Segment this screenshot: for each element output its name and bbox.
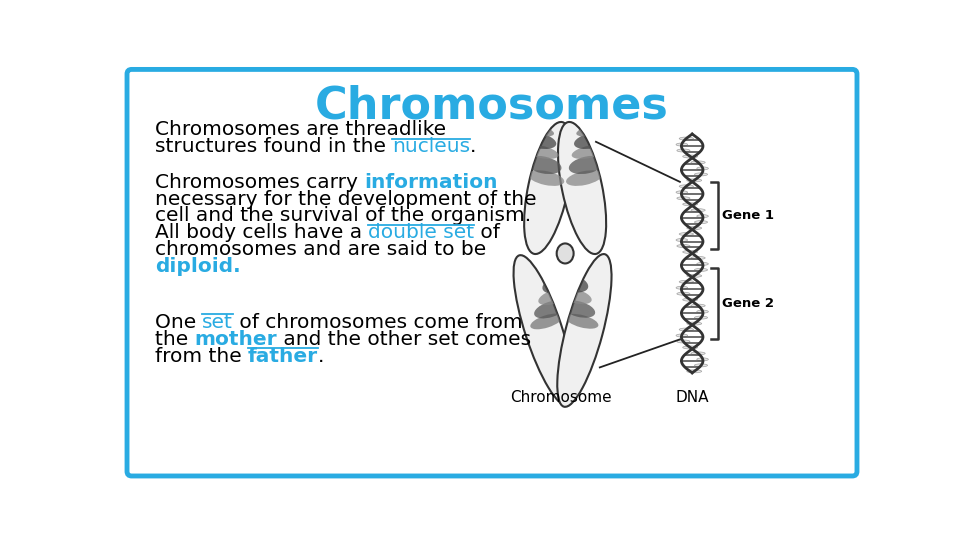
Ellipse shape (686, 179, 702, 182)
Ellipse shape (517, 124, 554, 137)
Ellipse shape (686, 322, 702, 325)
Text: Gene 1: Gene 1 (722, 209, 774, 222)
Ellipse shape (546, 264, 579, 280)
Ellipse shape (559, 288, 591, 304)
FancyBboxPatch shape (127, 70, 857, 476)
Ellipse shape (694, 173, 708, 176)
Text: Chromosomes: Chromosomes (315, 84, 669, 127)
Ellipse shape (552, 264, 585, 279)
Ellipse shape (514, 255, 574, 406)
Ellipse shape (683, 155, 698, 158)
Text: All body cells have a: All body cells have a (155, 224, 369, 242)
Ellipse shape (677, 197, 690, 200)
Text: DNA: DNA (676, 390, 708, 405)
Text: .: . (470, 137, 476, 156)
Text: structures found in the: structures found in the (155, 137, 392, 156)
Ellipse shape (550, 254, 582, 268)
Text: and the other set comes: and the other set comes (277, 330, 531, 349)
Ellipse shape (676, 143, 687, 146)
Text: the: the (155, 330, 194, 349)
Text: from the: from the (155, 347, 248, 366)
Text: One: One (155, 313, 203, 332)
Ellipse shape (574, 132, 611, 149)
Ellipse shape (571, 145, 608, 159)
Ellipse shape (691, 352, 706, 355)
Text: cell and the survival of the organism.: cell and the survival of the organism. (155, 206, 531, 226)
Ellipse shape (528, 170, 564, 186)
Ellipse shape (691, 161, 706, 164)
Ellipse shape (520, 132, 556, 149)
Ellipse shape (566, 170, 602, 186)
Ellipse shape (676, 334, 687, 337)
Ellipse shape (694, 316, 708, 319)
Text: mother: mother (194, 330, 277, 349)
Ellipse shape (683, 346, 698, 349)
Text: Gene 2: Gene 2 (722, 297, 774, 310)
Ellipse shape (677, 149, 690, 152)
Ellipse shape (565, 314, 598, 329)
Text: chromosomes and are said to be: chromosomes and are said to be (155, 240, 486, 259)
Ellipse shape (694, 268, 708, 272)
Ellipse shape (686, 274, 702, 278)
Text: information: information (364, 173, 497, 192)
Text: set: set (203, 313, 233, 332)
Ellipse shape (676, 191, 687, 194)
Ellipse shape (530, 314, 563, 329)
Ellipse shape (549, 254, 582, 267)
Ellipse shape (679, 280, 693, 284)
Ellipse shape (677, 340, 690, 343)
Text: necessary for the development of the: necessary for the development of the (155, 190, 537, 208)
Ellipse shape (542, 274, 575, 294)
Text: Chromosomes are threadlike: Chromosomes are threadlike (155, 120, 445, 139)
Ellipse shape (539, 288, 571, 305)
Ellipse shape (683, 251, 698, 253)
Ellipse shape (679, 185, 693, 188)
Ellipse shape (557, 244, 574, 264)
Ellipse shape (697, 358, 708, 361)
Ellipse shape (563, 300, 595, 318)
Ellipse shape (677, 245, 690, 247)
Ellipse shape (697, 262, 708, 265)
Ellipse shape (524, 122, 572, 254)
Ellipse shape (525, 156, 562, 174)
Ellipse shape (676, 239, 687, 241)
Ellipse shape (555, 274, 588, 293)
Text: .: . (318, 347, 324, 366)
Text: nucleus: nucleus (392, 137, 470, 156)
Ellipse shape (677, 292, 690, 295)
Ellipse shape (569, 156, 605, 174)
Text: Chromosomes carry: Chromosomes carry (155, 173, 364, 192)
Ellipse shape (691, 256, 706, 259)
Ellipse shape (686, 227, 702, 229)
Ellipse shape (694, 364, 708, 367)
Ellipse shape (679, 233, 693, 235)
Ellipse shape (683, 202, 698, 206)
Text: father: father (248, 347, 318, 366)
Ellipse shape (522, 145, 559, 159)
Ellipse shape (534, 300, 566, 319)
Ellipse shape (557, 254, 612, 407)
Ellipse shape (576, 124, 612, 137)
Ellipse shape (679, 328, 693, 331)
Text: Chromosome: Chromosome (511, 390, 612, 405)
Ellipse shape (676, 286, 687, 289)
Ellipse shape (697, 215, 708, 218)
Ellipse shape (679, 137, 693, 140)
Text: double set: double set (369, 224, 474, 242)
Text: of chromosomes come from: of chromosomes come from (233, 313, 523, 332)
Text: of: of (474, 224, 500, 242)
Ellipse shape (686, 370, 702, 373)
Ellipse shape (691, 208, 706, 212)
Ellipse shape (697, 167, 708, 170)
Ellipse shape (697, 310, 708, 313)
Text: diploid.: diploid. (155, 257, 240, 276)
Ellipse shape (683, 298, 698, 301)
Ellipse shape (691, 304, 706, 307)
Ellipse shape (558, 122, 606, 254)
Ellipse shape (694, 221, 708, 224)
